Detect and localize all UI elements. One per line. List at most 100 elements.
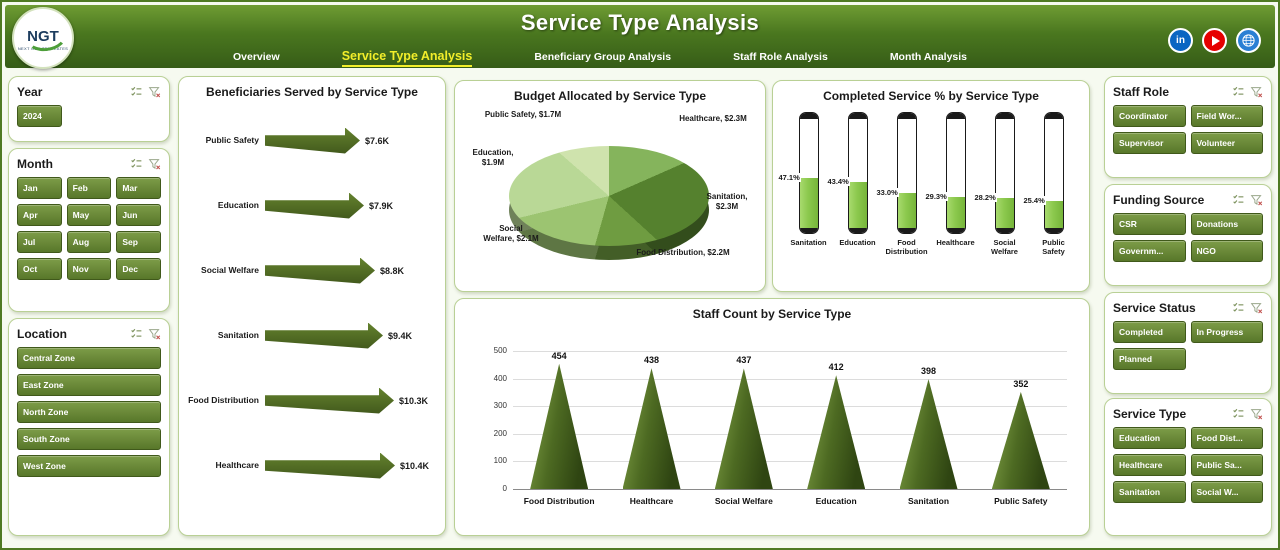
staff-role-option[interactable]: Coordinator: [1113, 105, 1186, 127]
multiselect-icon[interactable]: [1232, 86, 1245, 99]
thermo-bar-wrap: 25.4%: [1022, 112, 1064, 234]
multiselect-icon[interactable]: [1232, 302, 1245, 315]
thermo-items: 47.1% Sanitation 43.4% Education 33.0% Food D…: [777, 112, 1081, 256]
tab-overview[interactable]: Overview: [232, 51, 280, 63]
percent-label: 25.4%: [1022, 196, 1046, 205]
funding-source-slicer-title: Funding Source: [1113, 193, 1205, 207]
service-status-option[interactable]: Completed: [1113, 321, 1186, 343]
thermo-fill: [995, 198, 1014, 228]
month-option[interactable]: Sep: [116, 231, 161, 253]
category-label: Sanitation: [790, 238, 827, 247]
grid-line: [513, 489, 1067, 490]
funding-source-option[interactable]: CSR: [1113, 213, 1186, 235]
tab-month-analysis[interactable]: Month Analysis: [889, 51, 968, 63]
month-option[interactable]: Apr: [17, 204, 62, 226]
service-type-option[interactable]: Social W...: [1190, 481, 1263, 503]
month-option[interactable]: Oct: [17, 258, 62, 280]
month-option[interactable]: Mar: [116, 177, 161, 199]
tab-beneficiary-group-analysis[interactable]: Beneficiary Group Analysis: [534, 51, 672, 63]
category-label: Social Welfare: [714, 496, 773, 506]
service-type-option[interactable]: Education: [1113, 427, 1186, 449]
month-option[interactable]: May: [66, 204, 112, 226]
month-option[interactable]: Jun: [116, 204, 161, 226]
location-option[interactable]: East Zone: [17, 374, 161, 396]
ngt-logo: NGT NEXT GEN TEMPLATES: [12, 7, 74, 69]
location-option[interactable]: North Zone: [17, 401, 161, 423]
staff-count-panel: Staff Count by Service Type 0 100 200 300 40…: [454, 298, 1090, 536]
completed-panel: Completed Service % by Service Type 47.1…: [772, 80, 1090, 292]
clear-filter-icon[interactable]: [1250, 302, 1263, 315]
month-option[interactable]: Jul: [17, 231, 62, 253]
multiselect-icon[interactable]: [130, 158, 143, 171]
thermo-fill: [848, 182, 867, 228]
staff-role-option[interactable]: Volunteer: [1190, 132, 1263, 154]
tab-service-type-analysis[interactable]: Service Type Analysis: [341, 49, 473, 67]
multiselect-icon[interactable]: [1232, 408, 1245, 421]
percent-label: 29.3%: [924, 192, 948, 201]
service-status-option[interactable]: Planned: [1113, 348, 1186, 370]
clear-filter-icon[interactable]: [1250, 194, 1263, 207]
year-slicer: Year 2024: [8, 76, 170, 142]
clear-filter-icon[interactable]: [1250, 408, 1263, 421]
month-option[interactable]: Aug: [66, 231, 112, 253]
category-label: Food Distribution: [885, 238, 928, 256]
pie-label-education: Education, $1.9M: [472, 148, 514, 167]
year-option[interactable]: 2024: [17, 105, 62, 127]
pie-label-healthcare: Healthcare, $2.3M: [679, 114, 747, 123]
funding-source-option[interactable]: NGO: [1190, 240, 1263, 262]
multiselect-icon[interactable]: [1232, 194, 1245, 207]
month-option[interactable]: Dec: [116, 258, 161, 280]
linkedin-icon[interactable]: in: [1168, 28, 1193, 53]
location-option[interactable]: Central Zone: [17, 347, 161, 369]
service-status-slicer-title: Service Status: [1113, 301, 1196, 315]
service-type-option[interactable]: Food Dist...: [1190, 427, 1263, 449]
location-option[interactable]: South Zone: [17, 428, 161, 450]
location-option[interactable]: West Zone: [17, 455, 161, 477]
pie-label-social-welfare: Social Welfare, $2.1M: [483, 224, 539, 243]
service-type-option[interactable]: Healthcare: [1113, 454, 1186, 476]
thermo-cap-bottom: [799, 227, 818, 233]
clear-filter-icon[interactable]: [148, 158, 161, 171]
logo-text: NGT: [27, 28, 59, 45]
service-type-option[interactable]: Public Sa...: [1190, 454, 1263, 476]
pie-label-public-safety: Public Safety, $1.7M: [484, 110, 562, 119]
clear-filter-icon[interactable]: [148, 86, 161, 99]
grid-line: [513, 406, 1067, 408]
thermo-item: 33.0% Food Distribution: [875, 112, 930, 256]
arrow-row: Food Distribution $10.3K: [187, 368, 437, 433]
clear-filter-icon[interactable]: [148, 328, 161, 341]
completed-title: Completed Service % by Service Type: [823, 89, 1039, 103]
multiselect-icon[interactable]: [130, 328, 143, 341]
month-option[interactable]: Jan: [17, 177, 62, 199]
value-label: $10.3K: [399, 395, 429, 406]
clear-filter-icon[interactable]: [1250, 86, 1263, 99]
staff-count-title: Staff Count by Service Type: [692, 307, 852, 321]
month-option[interactable]: Nov: [66, 258, 112, 280]
thermo-cap-top: [995, 113, 1014, 119]
staff-role-option[interactable]: Supervisor: [1113, 132, 1186, 154]
staff-role-option[interactable]: Field Wor...: [1190, 105, 1263, 127]
multiselect-icon[interactable]: [130, 86, 143, 99]
thermo-fill: [897, 193, 916, 228]
thermo-cap-top: [946, 113, 965, 119]
globe-icon[interactable]: [1236, 28, 1261, 53]
youtube-icon[interactable]: [1202, 28, 1227, 53]
y-axis-tick: 500: [493, 346, 507, 355]
service-type-options: Education Food Dist... Healthcare Public Sa…: [1113, 427, 1263, 503]
month-option[interactable]: Feb: [66, 177, 112, 199]
budget-title: Budget Allocated by Service Type: [513, 89, 707, 103]
month-options: Jan Feb Mar Apr May Jun Jul Aug Sep Oct Nov Dec: [17, 177, 161, 280]
arrow-row: Sanitation $9.4K: [187, 303, 437, 368]
tab-staff-role-analysis[interactable]: Staff Role Analysis: [733, 51, 828, 63]
service-type-slicer: Service Type Education Food Dist... Health…: [1104, 398, 1272, 536]
location-slicer-title: Location: [17, 327, 67, 341]
cone-bar: [622, 368, 681, 489]
service-status-option[interactable]: In Progress: [1190, 321, 1263, 343]
cone-bar: [714, 368, 773, 489]
service-type-option[interactable]: Sanitation: [1113, 481, 1186, 503]
thermo-item: 43.4% Education: [826, 112, 881, 256]
arrow-bar: [265, 128, 360, 154]
funding-source-option[interactable]: Governm...: [1113, 240, 1186, 262]
funding-source-option[interactable]: Donations: [1190, 213, 1263, 235]
category-label: Education: [839, 238, 876, 247]
